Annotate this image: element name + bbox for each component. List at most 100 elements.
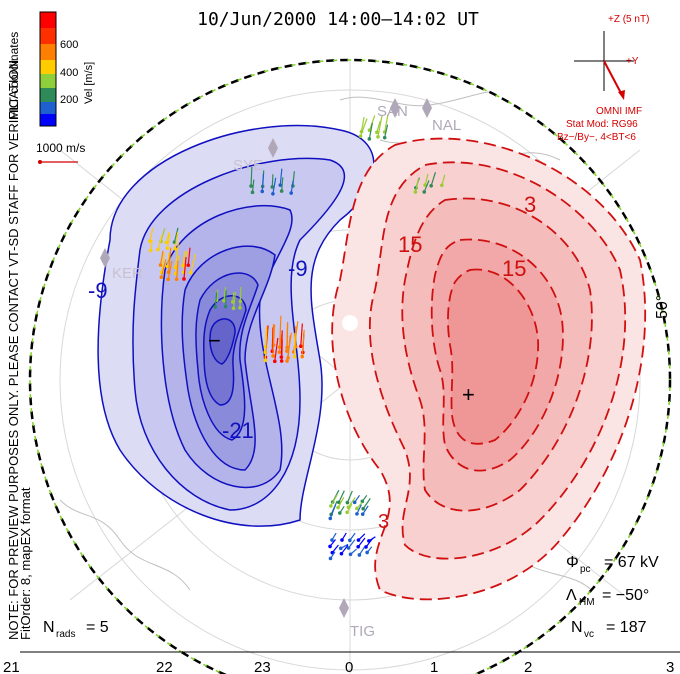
colorbar-title: Vel [m/s] [83, 62, 95, 104]
velocity-vector [182, 251, 186, 266]
station-marker-san [390, 98, 400, 118]
mlt-tick-21: 21 [3, 659, 20, 674]
imf-model: Stat Mod: RG96 [566, 119, 638, 130]
station-label-nal: NAL [432, 117, 461, 134]
velocity-vector [301, 329, 305, 357]
colorbar-tick-600: 600 [60, 39, 78, 51]
velocity-vector [250, 166, 253, 187]
velocity-vector-origin [355, 512, 359, 516]
velocity-vector-origin [250, 190, 255, 195]
contour-label-neg9-left: -9 [88, 278, 108, 303]
velocity-vector-origin [166, 277, 170, 282]
velocity-vector-origin [174, 277, 179, 281]
contour-label-neg9-right: -9 [288, 256, 308, 281]
velocity-vector-origin [382, 135, 387, 140]
velocity-vector-origin [355, 506, 359, 511]
mlt-axis: 21 22 23 0 1 2 3 [3, 659, 674, 674]
velocity-vector-origin [285, 359, 289, 363]
lambda-subscript: HM [579, 597, 595, 608]
map-statistics: Φ pc = 67 kV Λ HM = −50° N vc = 187 N ra… [43, 554, 659, 640]
contour-label-neg21: -21 [222, 418, 254, 443]
velocity-vector [281, 339, 283, 362]
imf-z-label: +Z (5 nT) [608, 14, 649, 25]
velocity-vector [441, 174, 446, 186]
mlt-tick-22: 22 [156, 659, 173, 674]
velocity-vector [239, 293, 242, 308]
phi-symbol: Φ [566, 554, 579, 571]
velocity-vector [359, 118, 368, 137]
velocity-vector-origin [165, 246, 170, 250]
imf-y-label: +Y [626, 56, 639, 67]
velocity-vector-origin [328, 544, 332, 549]
imf-condition: Bz−/By−, 4<BT<6 [557, 132, 636, 143]
velocity-vector-origin [260, 189, 265, 194]
velocity-vector-origin [440, 183, 444, 188]
velocity-vector [176, 260, 179, 280]
velocity-vector-origin [429, 183, 433, 188]
nvc-value: = 187 [606, 619, 647, 636]
mlt-tick-23: 23 [254, 659, 271, 674]
velocity-vector [362, 498, 371, 510]
velocity-vector [377, 114, 383, 137]
velocity-vector [261, 173, 265, 192]
velocity-vector-origin [271, 191, 275, 196]
phi-value: = 67 kV [604, 554, 659, 571]
velocity-vector [166, 252, 170, 267]
velocity-vector [214, 292, 218, 307]
latitude-label: 50° [654, 295, 671, 319]
velocity-vector [165, 231, 171, 243]
velocity-vector [166, 233, 171, 249]
velocity-vector-origin [365, 550, 369, 555]
velocity-vector-origin [348, 552, 353, 557]
velocity-vector [251, 179, 255, 193]
imf-source: OMNI IMF [596, 106, 642, 117]
hmb-boundary-inner [29, 59, 671, 674]
velocity-vector-origin [338, 546, 343, 551]
velocity-vector [272, 177, 277, 194]
velocity-vector-origin [223, 304, 228, 309]
velocity-vector-origin [279, 359, 284, 363]
velocity-vector-origin [356, 544, 360, 549]
velocity-vector [423, 180, 430, 193]
contour-label-3-bottom: 3 [378, 511, 389, 533]
velocity-vector [281, 177, 284, 192]
pole-marker [342, 315, 358, 331]
velocity-vector [149, 228, 154, 242]
velocity-vector [174, 232, 179, 249]
velocity-vector-origin [277, 350, 282, 354]
velocity-vectors [148, 114, 446, 561]
velocity-vector [279, 168, 283, 186]
velocity-vector [167, 261, 173, 280]
contour-label-15-right: 15 [502, 256, 526, 281]
velocity-vector-origin [172, 240, 177, 244]
velocity-vector-origin [263, 358, 268, 363]
velocity-vector-origin [364, 545, 368, 549]
velocity-vector-origin [340, 538, 344, 542]
imf-dial [574, 31, 634, 100]
velocity-vector-origin [328, 516, 333, 521]
velocity-vector-origin [278, 183, 283, 187]
contour-label-3-top: 3 [524, 192, 536, 217]
velocity-vector [286, 322, 289, 352]
velocity-vector-origin [356, 538, 361, 542]
velocity-vector-origin [298, 344, 303, 349]
station-label-san: SAN [377, 103, 408, 120]
potential-max-marker: + [462, 382, 475, 407]
velocity-vector-origin [159, 275, 164, 280]
station-label-tig: TIG [350, 623, 375, 640]
velocity-vector-origin [337, 511, 342, 515]
nrads-subscript: rads [56, 629, 75, 640]
velocity-vector [223, 287, 227, 301]
velocity-vector [376, 120, 381, 133]
velocity-vector [190, 253, 197, 273]
station-markers [100, 98, 432, 618]
velocity-vector-origin [348, 538, 352, 543]
velocity-vector [159, 250, 164, 266]
velocity-scale-label: 1000 m/s [36, 141, 85, 155]
potential-min-marker: − [208, 328, 221, 353]
velocity-vector [360, 117, 365, 132]
velocity-vector-origin [182, 277, 186, 281]
velocity-vector-origin [376, 135, 380, 139]
velocity-vector-origin [231, 306, 236, 311]
